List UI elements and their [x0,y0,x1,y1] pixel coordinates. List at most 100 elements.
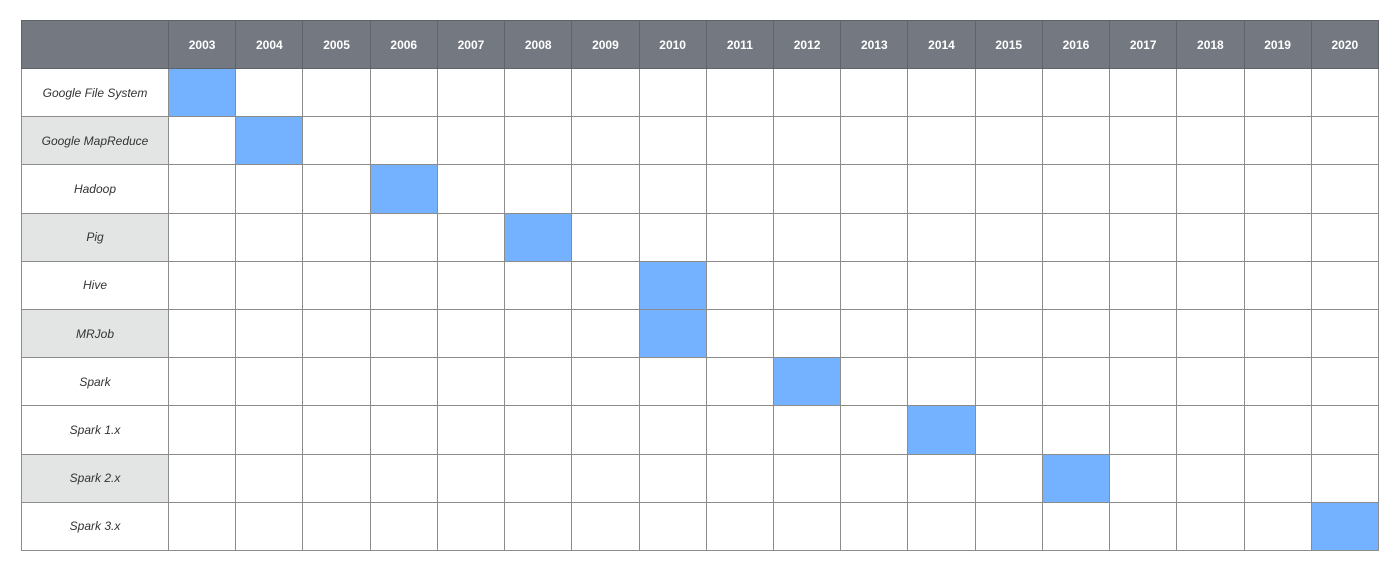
year-cell [772,260,842,310]
year-cell [1109,453,1178,503]
row-label: Spark 1.x [21,405,169,455]
year-header-2008: 2008 [504,20,573,69]
year-cell [1041,260,1111,310]
year-cell [1176,453,1245,503]
release-marker [1041,453,1111,503]
year-cell [638,453,707,503]
year-cell [1109,501,1178,552]
year-header-2003: 2003 [167,20,237,69]
year-cell [504,260,573,310]
year-cell [1243,212,1312,262]
year-cell [167,357,237,407]
year-cell [638,501,707,552]
year-header-2009: 2009 [571,20,640,69]
year-cell [705,405,774,455]
year-cell [571,164,640,214]
year-cell [235,405,304,455]
year-cell [571,357,640,407]
year-cell [1176,501,1245,552]
year-cell [907,308,976,359]
year-cell [302,260,371,310]
year-cell [1243,164,1312,214]
year-cell [907,501,976,552]
year-cell [302,453,371,503]
year-cell [638,164,707,214]
year-cell [235,308,304,359]
year-cell [840,116,909,166]
year-cell [974,357,1043,407]
year-cell [1109,116,1178,166]
row-label: Spark 2.x [21,453,169,503]
release-marker [1310,501,1380,552]
year-cell [235,357,304,407]
row-label: Spark [21,357,169,407]
year-cell [1176,212,1245,262]
year-cell [907,212,976,262]
year-cell [235,453,304,503]
timeline-row: Hive [21,260,1380,310]
timeline-row: Pig [21,212,1380,262]
year-cell [1041,164,1111,214]
year-cell [974,67,1043,118]
year-cell [235,501,304,552]
year-cell [1109,308,1178,359]
year-cell [504,405,573,455]
year-cell [772,164,842,214]
year-cell [974,212,1043,262]
timeline-chart: 2003 2004 2005 2006 2007 2008 2009 2010 2011 2012… [21,20,1380,552]
year-header-2013: 2013 [840,20,909,69]
year-cell [772,212,842,262]
year-cell [1243,453,1312,503]
year-cell [1310,116,1380,166]
year-cell [974,501,1043,552]
release-marker [907,405,976,455]
release-marker [235,116,304,166]
year-cell [167,164,237,214]
year-cell [1176,116,1245,166]
year-cell [705,164,774,214]
year-cell [1176,405,1245,455]
row-label: Spark 3.x [21,501,169,552]
year-cell [436,453,506,503]
year-header-2014: 2014 [907,20,976,69]
year-header-2011: 2011 [705,20,774,69]
year-cell [235,260,304,310]
year-header-2020: 2020 [1310,20,1380,69]
year-cell [840,501,909,552]
year-cell [302,212,371,262]
timeline-row: Spark [21,357,1380,407]
year-cell [638,67,707,118]
year-cell [571,501,640,552]
timeline-row: Spark 1.x [21,405,1380,455]
year-cell [772,405,842,455]
year-cell [436,212,506,262]
year-cell [369,308,438,359]
timeline-row: MRJob [21,308,1380,359]
timeline-row: Google MapReduce [21,116,1380,166]
year-cell [436,357,506,407]
year-cell [369,405,438,455]
year-cell [1243,405,1312,455]
year-cell [302,116,371,166]
year-cell [907,164,976,214]
year-cell [705,308,774,359]
year-header-2006: 2006 [369,20,438,69]
year-cell [302,67,371,118]
year-header-2016: 2016 [1041,20,1111,69]
year-cell [302,308,371,359]
year-cell [907,116,976,166]
year-cell [705,67,774,118]
year-cell [840,67,909,118]
row-label: Google File System [21,67,169,118]
year-header-2004: 2004 [235,20,304,69]
corner-cell [21,20,169,69]
year-cell [705,453,774,503]
year-header-2010: 2010 [638,20,707,69]
year-cell [571,260,640,310]
year-cell [1041,67,1111,118]
year-cell [167,405,237,455]
year-cell [235,67,304,118]
year-cell [1109,405,1178,455]
year-cell [974,260,1043,310]
release-marker [638,308,707,359]
